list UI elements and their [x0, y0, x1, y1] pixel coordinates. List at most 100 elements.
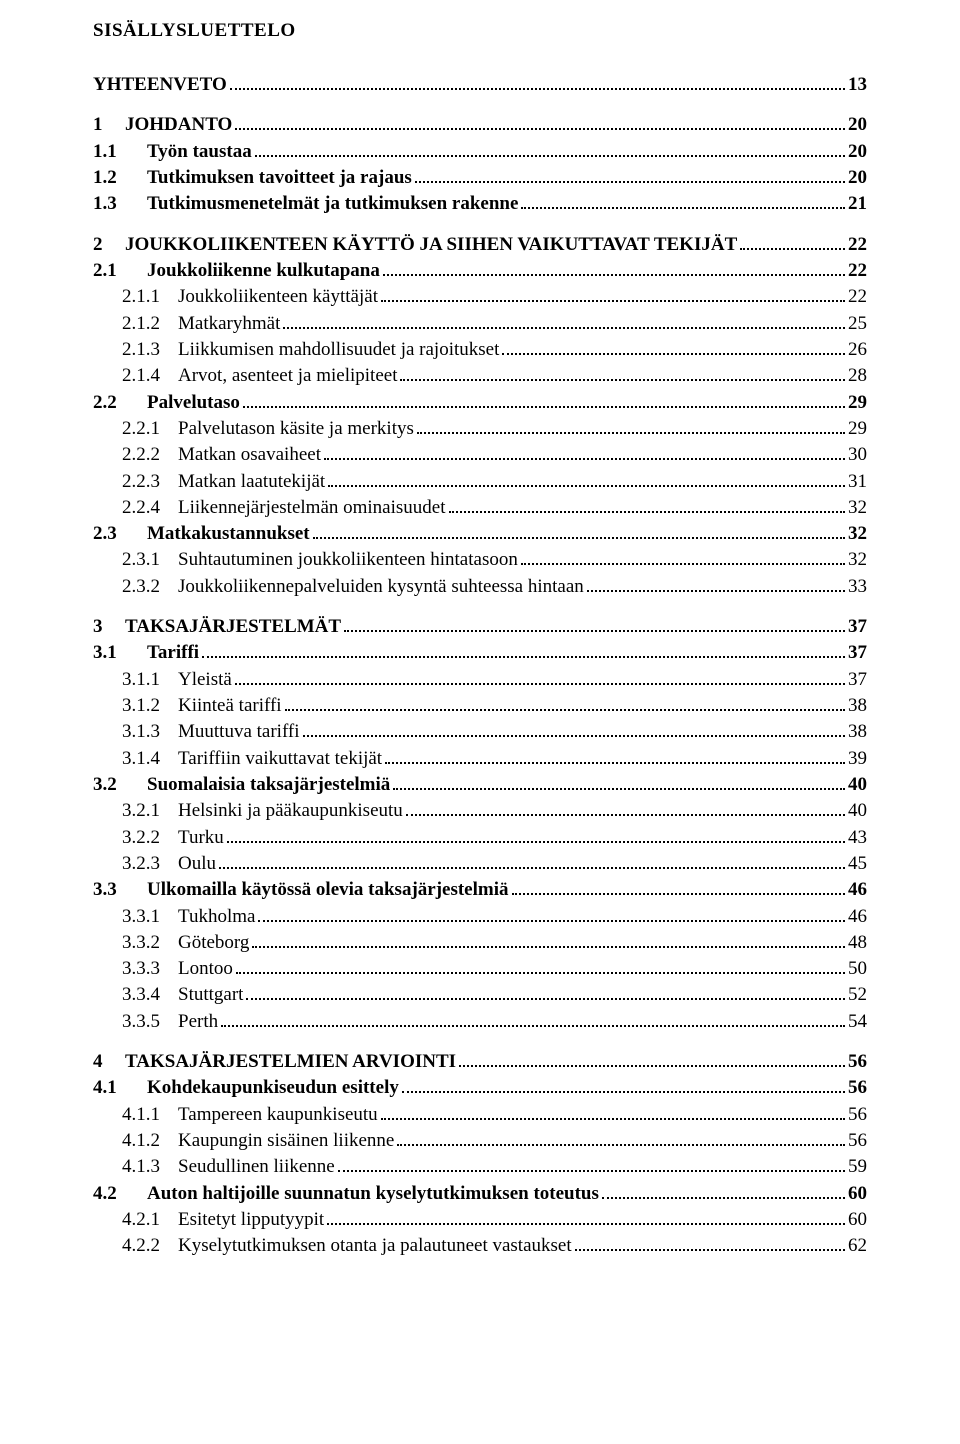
toc-entry-text: Tariffiin vaikuttavat tekijät — [178, 748, 382, 769]
toc-entry-text: Tampereen kaupunkiseutu — [178, 1104, 378, 1125]
toc-leader-dots — [219, 851, 845, 869]
toc-entry-page: 29 — [848, 417, 867, 440]
toc-leader-dots — [230, 72, 845, 90]
toc-entry-text: Tukholma — [178, 906, 255, 927]
toc-entry-page: 22 — [848, 259, 867, 282]
toc-entry-text: Joukkoliikennepalveluiden kysyntä suhtee… — [178, 576, 584, 597]
toc-entry-page: 62 — [848, 1234, 867, 1257]
toc-entry-number: 3.2 — [93, 773, 147, 796]
toc-entry: 2.3.1Suhtautuminen joukkoliikenteen hint… — [93, 547, 867, 571]
toc-leader-dots — [324, 442, 845, 460]
toc-entry-number: 3.1.2 — [122, 694, 178, 717]
toc-entry-page: 59 — [848, 1155, 867, 1178]
toc-leader-dots — [258, 903, 845, 921]
toc-entry-text: Auton haltijoille suunnatun kyselytutkim… — [147, 1183, 599, 1204]
toc-entry: 2.3.2Joukkoliikennepalveluiden kysyntä s… — [93, 574, 867, 598]
toc-entry-number: 4.1.1 — [122, 1103, 178, 1126]
toc-leader-dots — [381, 1102, 845, 1120]
toc-leader-dots — [521, 191, 845, 209]
toc-leader-dots — [393, 772, 845, 790]
toc-entry-page: 33 — [848, 575, 867, 598]
toc-entry-number: 3.1.4 — [122, 747, 178, 770]
toc-entry: 2.1.3Liikkumisen mahdollisuudet ja rajoi… — [93, 337, 867, 361]
toc-entry: 3.1.2Kiinteä tariffi38 — [93, 693, 867, 717]
toc-entry-label: 2.1.4Arvot, asenteet ja mielipiteet — [122, 364, 397, 387]
toc-entry-page: 28 — [848, 364, 867, 387]
toc-entry-number: 3.3.4 — [122, 983, 178, 1006]
toc-entry-number: 1.3 — [93, 192, 147, 215]
toc-entry-page: 60 — [848, 1208, 867, 1231]
toc-leader-dots — [338, 1154, 845, 1172]
toc-entry-label: 4.2.2Kyselytutkimuksen otanta ja palautu… — [122, 1234, 572, 1257]
toc-entry-page: 40 — [848, 773, 867, 796]
toc-entry-text: TAKSAJÄRJESTELMÄT — [125, 616, 341, 637]
toc-leader-dots — [236, 956, 845, 974]
toc-entry-page: 37 — [848, 615, 867, 638]
toc-entry-label: YHTEENVETO — [93, 73, 227, 96]
toc-entry: 3.3.2Göteborg48 — [93, 930, 867, 954]
toc-entry-text: Helsinki ja pääkaupunkiseutu — [178, 800, 403, 821]
toc-entry: 3.3.1Tukholma46 — [93, 903, 867, 927]
toc-entry-page: 20 — [848, 166, 867, 189]
toc-entry-label: 3.1.1Yleistä — [122, 668, 232, 691]
toc-entry-text: Arvot, asenteet ja mielipiteet — [178, 365, 397, 386]
toc-entry-label: 2.1.1Joukkoliikenteen käyttäjät — [122, 285, 378, 308]
toc-entry-label: 2.1.2Matkaryhmät — [122, 312, 280, 335]
toc-leader-dots — [255, 139, 845, 157]
toc-entry-text: Matkaryhmät — [178, 313, 280, 334]
toc-entry-text: Suhtautuminen joukkoliikenteen hintataso… — [178, 549, 518, 570]
toc-entry: 3.3.3Lontoo50 — [93, 956, 867, 980]
toc-entry-page: 22 — [848, 233, 867, 256]
toc-leader-dots — [512, 877, 845, 895]
toc-entry-page: 31 — [848, 470, 867, 493]
toc-entry-number: 1 — [93, 113, 125, 136]
toc-entry-page: 46 — [848, 878, 867, 901]
toc-entry-page: 22 — [848, 285, 867, 308]
toc-leader-dots — [221, 1009, 845, 1027]
toc-entry: 2.3Matkakustannukset32 — [93, 521, 867, 545]
table-of-contents: YHTEENVETO 1 3 1JOHDANTO20 1.1Työn taustaa 20… — [93, 72, 867, 1257]
toc-entry-page: 48 — [848, 931, 867, 954]
toc-entry: 3.1.4Tariffiin vaikuttavat tekijät39 — [93, 746, 867, 770]
toc-entry: 4.1.1Tampereen kaupunkiseutu56 — [93, 1102, 867, 1126]
toc-entry-number: 2.3 — [93, 522, 147, 545]
toc-leader-dots — [449, 495, 845, 513]
toc-leader-dots — [303, 719, 845, 737]
toc-entry-label: 3.1.4Tariffiin vaikuttavat tekijät — [122, 747, 382, 770]
toc-entry-text: Joukkoliikenne kulkutapana — [147, 260, 380, 281]
toc-entry: 3.3.4Stuttgart52 — [93, 982, 867, 1006]
toc-entry-label: 3.1.3Muuttuva tariffi — [122, 720, 300, 743]
toc-entry-page: 20 — [848, 113, 867, 136]
toc-entry-label: 4.2.1Esitetyt lipputyypit — [122, 1208, 324, 1231]
toc-entry-number: 2.2.3 — [122, 470, 178, 493]
toc-entry-text: Yleistä — [178, 669, 232, 690]
toc-entry: 3.1.1Yleistä37 — [93, 667, 867, 691]
toc-entry: 3.1.3Muuttuva tariffi38 — [93, 719, 867, 743]
toc-entry-number: 3.3.3 — [122, 957, 178, 980]
toc-leader-dots — [243, 389, 845, 407]
toc-entry-label: 3TAKSAJÄRJESTELMÄT — [93, 615, 341, 638]
toc-entry-number: 3.2.1 — [122, 799, 178, 822]
toc-entry-label: 2.2.1Palvelutason käsite ja merkitys — [122, 417, 414, 440]
toc-entry: 1JOHDANTO20 — [93, 112, 867, 136]
toc-entry-page: 37 — [848, 641, 867, 664]
toc-leader-dots — [383, 258, 845, 276]
toc-entry: 1.1Työn taustaa 20 — [93, 139, 867, 163]
toc-entry-number: 4 — [93, 1050, 125, 1073]
toc-entry-number: 3.2.2 — [122, 826, 178, 849]
toc-entry-label: 4.1.3Seudullinen liikenne — [122, 1155, 335, 1178]
toc-entry-text: YHTEENVETO — [93, 74, 227, 95]
toc-entry-page: 20 — [848, 140, 867, 163]
toc-entry-text: Lontoo — [178, 958, 233, 979]
toc-entry: 2.1.4Arvot, asenteet ja mielipiteet 28 — [93, 363, 867, 387]
toc-entry-label: 3.3.3Lontoo — [122, 957, 233, 980]
toc-leader-dots — [400, 363, 845, 381]
toc-entry-number: 2.3.1 — [122, 548, 178, 571]
toc-entry-number: 3 — [93, 615, 125, 638]
toc-entry-number: 2.2.2 — [122, 443, 178, 466]
toc-entry-page: 21 — [848, 192, 867, 215]
toc-entry-number: 3.1.3 — [122, 720, 178, 743]
toc-entry-text: Matkakustannukset — [147, 523, 310, 544]
toc-entry-number: 2 — [93, 233, 125, 256]
toc-entry-label: 1.1Työn taustaa — [93, 140, 252, 163]
